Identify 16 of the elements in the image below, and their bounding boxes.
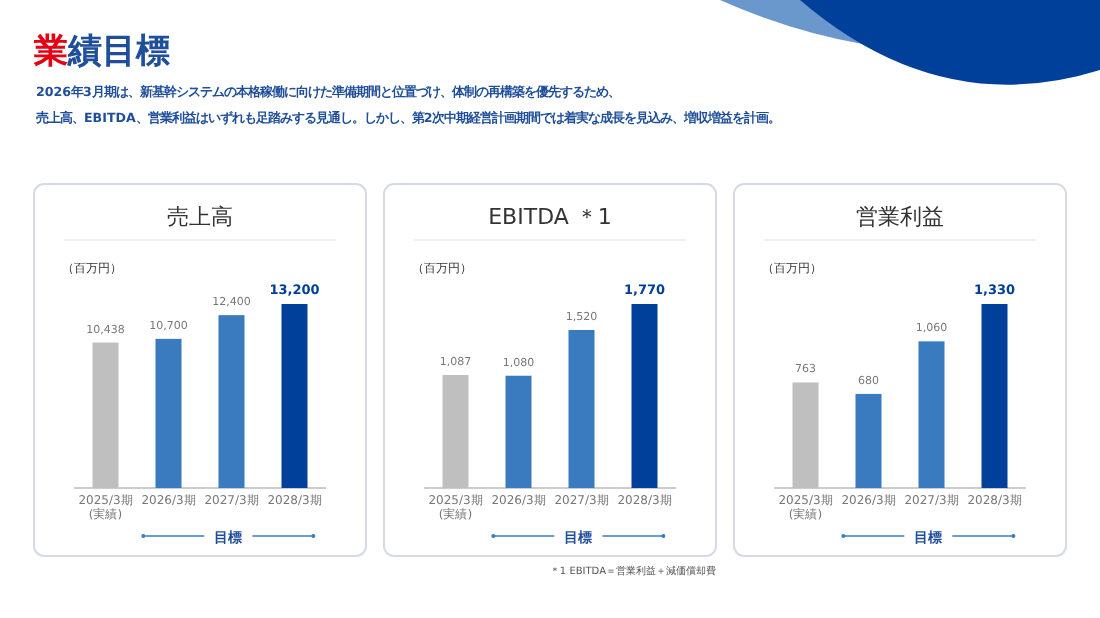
bar (792, 382, 819, 488)
chart-title: 営業利益 (856, 204, 944, 230)
bar (218, 315, 245, 488)
bar (505, 375, 532, 488)
bar (281, 304, 308, 488)
bar (981, 304, 1008, 488)
chart-title: 売上高 (167, 204, 233, 230)
bar (155, 338, 182, 488)
bar (631, 304, 658, 488)
bar (442, 375, 469, 488)
bar (92, 342, 119, 488)
bar (855, 393, 882, 488)
chart-title: EBITDA ＊1 (488, 204, 612, 230)
text: 業績目標 (32, 32, 170, 72)
bar (568, 329, 595, 488)
bar (918, 341, 945, 488)
